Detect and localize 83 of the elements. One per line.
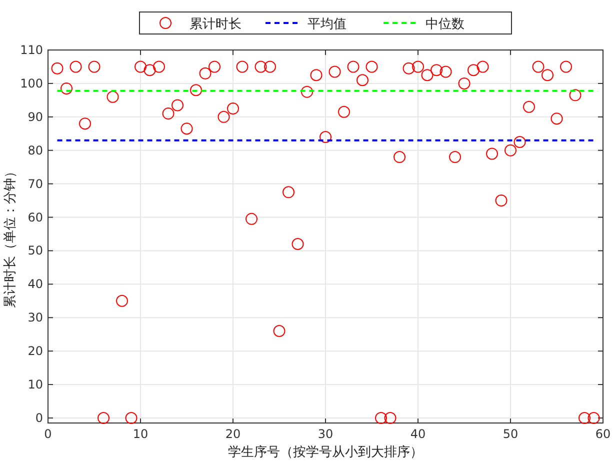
y-tick-label: 90: [28, 110, 43, 124]
x-tick-label: 60: [595, 427, 611, 441]
point: [310, 69, 322, 82]
point: [532, 60, 544, 73]
x-tick-label: 10: [132, 427, 148, 441]
point: [227, 102, 239, 115]
point: [578, 412, 590, 424]
point: [282, 186, 294, 198]
point: [550, 112, 563, 125]
legend-label: 中位数: [426, 17, 464, 32]
point: [569, 89, 582, 102]
point: [98, 412, 110, 424]
x-tick-label: 40: [410, 427, 426, 441]
y-tick-label: 50: [28, 244, 43, 258]
point: [495, 194, 508, 207]
point: [560, 60, 572, 73]
y-tick-label: 70: [28, 176, 43, 191]
y-tick-label: 80: [28, 143, 43, 158]
point: [116, 294, 128, 307]
point: [218, 110, 230, 123]
point: [458, 77, 470, 90]
point: [375, 412, 387, 424]
point: [70, 60, 82, 73]
point: [180, 122, 193, 135]
point: [347, 60, 360, 73]
point: [412, 60, 424, 73]
y-tick-label: 30: [28, 310, 43, 325]
point: [190, 84, 202, 96]
point: [366, 60, 378, 73]
point: [320, 130, 332, 143]
point: [468, 64, 480, 76]
y-tick-label: 60: [28, 210, 43, 224]
point: [199, 67, 212, 80]
point: [486, 148, 498, 160]
point: [514, 136, 526, 148]
point: [356, 74, 368, 86]
point: [476, 60, 489, 73]
y-tick-label: 40: [28, 277, 43, 292]
point: [394, 151, 406, 164]
point: [79, 118, 91, 130]
x-tick-label: 0: [44, 427, 52, 441]
point: [523, 100, 535, 113]
y-tick-label: 0: [35, 410, 43, 425]
point: [106, 90, 119, 103]
point: [328, 66, 341, 78]
point: [254, 60, 267, 73]
legend-label: 平均值: [308, 17, 346, 32]
point: [504, 144, 516, 156]
point: [421, 69, 434, 82]
point: [301, 86, 313, 98]
point: [172, 99, 184, 112]
y-axis-title: 累计时长（单位：分钟）: [3, 165, 18, 308]
point: [384, 412, 396, 424]
point: [440, 66, 452, 78]
point: [153, 60, 165, 73]
point: [134, 60, 146, 73]
point: [236, 60, 248, 73]
point: [338, 106, 350, 118]
point: [125, 412, 138, 424]
y-tick-label: 100: [20, 76, 43, 90]
y-tick-label: 110: [20, 43, 43, 57]
point: [273, 325, 286, 338]
point: [144, 64, 156, 76]
y-tick-label: 20: [28, 344, 43, 358]
point: [542, 69, 554, 82]
point: [246, 212, 258, 225]
point: [88, 60, 100, 73]
point: [588, 412, 600, 424]
y-tick-label: 10: [28, 378, 43, 392]
point: [402, 62, 415, 74]
point: [264, 60, 276, 73]
x-tick-label: 20: [225, 427, 241, 441]
x-tick-label: 30: [318, 427, 334, 441]
point: [449, 151, 461, 164]
point: [430, 64, 442, 76]
x-axis-title: 学生序号（按学号从小到大排序）: [228, 444, 423, 460]
point: [60, 82, 72, 94]
point: [162, 108, 174, 120]
point: [292, 238, 304, 250]
point: [51, 62, 64, 74]
legend-label: 累计时长: [190, 17, 242, 32]
point: [208, 60, 220, 73]
x-tick-label: 50: [502, 427, 518, 441]
